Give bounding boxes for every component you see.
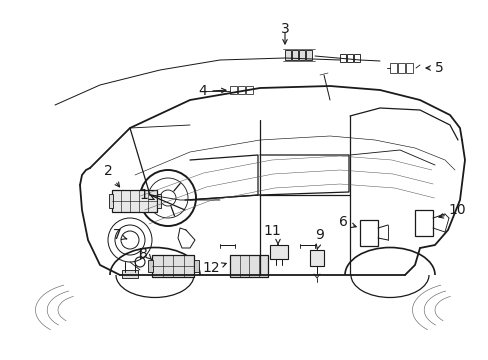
- Bar: [109, 194, 113, 208]
- Bar: [122, 270, 138, 278]
- Bar: [152, 255, 194, 277]
- Text: 6: 6: [339, 215, 347, 229]
- Text: 7: 7: [113, 228, 122, 242]
- Text: 5: 5: [434, 61, 443, 75]
- Text: 4: 4: [198, 84, 206, 98]
- Bar: [194, 260, 199, 272]
- Text: 8: 8: [139, 247, 148, 261]
- Bar: [405, 63, 412, 73]
- Bar: [397, 63, 404, 73]
- Bar: [309, 250, 324, 266]
- Text: 3: 3: [280, 22, 289, 36]
- Bar: [229, 255, 267, 277]
- Bar: [353, 54, 359, 62]
- Bar: [148, 260, 153, 272]
- Bar: [157, 194, 161, 208]
- Bar: [359, 220, 377, 246]
- Bar: [389, 63, 396, 73]
- Bar: [269, 245, 287, 259]
- Bar: [414, 210, 432, 236]
- Bar: [291, 50, 297, 60]
- Bar: [245, 86, 252, 94]
- Bar: [285, 50, 290, 60]
- Text: 10: 10: [447, 203, 465, 217]
- Text: 9: 9: [314, 228, 323, 242]
- Bar: [238, 86, 244, 94]
- Bar: [298, 50, 305, 60]
- Text: 1: 1: [139, 188, 148, 202]
- Bar: [112, 190, 157, 212]
- Bar: [305, 50, 311, 60]
- Text: 12: 12: [202, 261, 220, 275]
- Bar: [346, 54, 352, 62]
- Text: 2: 2: [103, 164, 112, 178]
- Bar: [229, 86, 237, 94]
- Text: 11: 11: [263, 224, 280, 238]
- Bar: [339, 54, 346, 62]
